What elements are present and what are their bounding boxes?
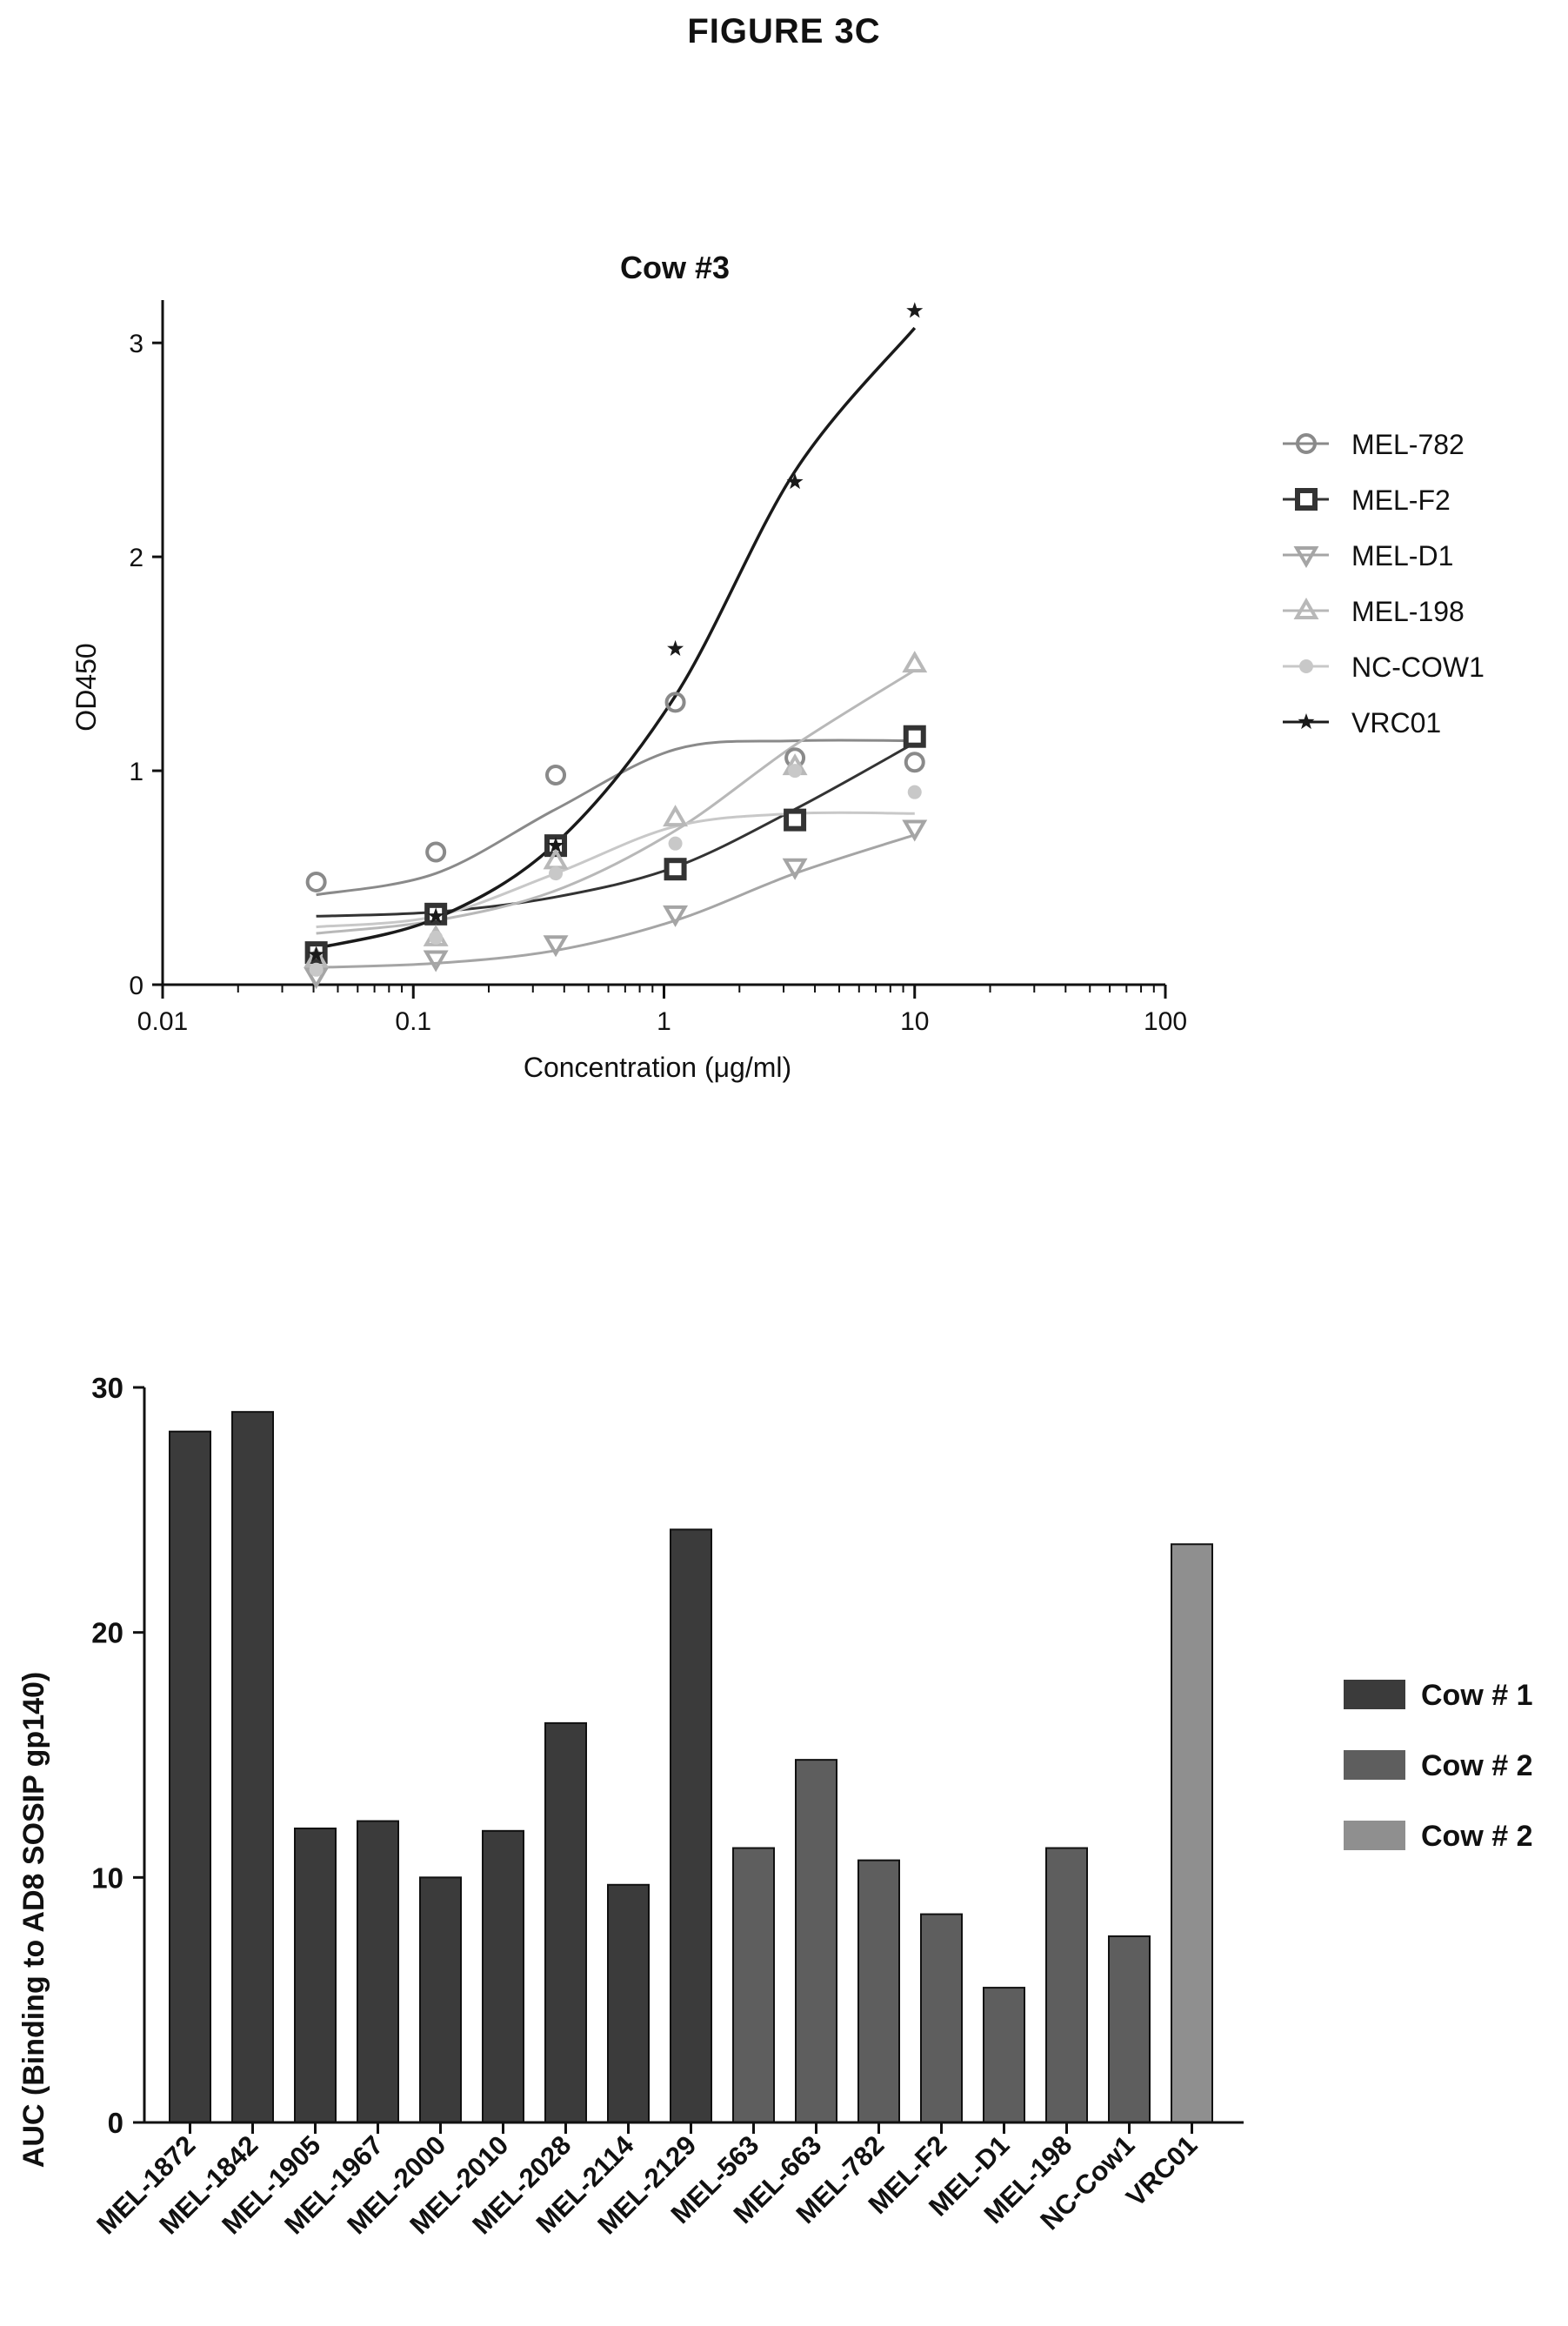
legend-marker-mel-d1 [1293,546,1319,568]
x-tick-label: 1 [657,1007,671,1036]
y-tick-label: 0 [129,972,143,1000]
point-mel-782 [425,841,447,863]
y-tick-label: 20 [91,1617,123,1649]
legend-label-mel-f2: MEL-F2 [1351,485,1451,516]
bar-mel-2000 [419,1876,462,2123]
point-vrc01 [786,473,804,490]
point-mel-782 [664,692,686,713]
point-vrc01 [906,302,924,318]
x-tick-label: 100 [1144,1007,1187,1036]
bar-chart: 0102030MEL-1872MEL-1842MEL-1905MEL-1967M… [17,1372,1532,2240]
legend-label-mel-198: MEL-198 [1351,596,1465,627]
line-chart: Cow #3 0 1 2 3 0.01 0.1 1 10 100 Concentration (… [70,250,1485,1083]
point-mel-d1 [902,819,928,842]
bar-mel-563 [732,1847,775,2123]
legend-marker-mel-198 [1293,598,1319,619]
line-chart-y-axis-label: OD450 [70,643,102,731]
x-tick-label: 0.1 [395,1007,431,1036]
point-mel-f2 [903,725,926,748]
y-tick-label: 0 [108,2107,123,2139]
bar-mel-2129 [670,1528,712,2124]
legend-label-mel-782: MEL-782 [1351,429,1465,460]
fit-curve-mel-198 [316,669,916,935]
bar-mel-1872 [169,1430,211,2123]
bar-mel-1842 [231,1411,274,2123]
point-mel-782 [545,764,567,785]
legend-swatch [1344,1680,1405,1709]
line-chart-curves [316,326,917,969]
y-tick-label: 3 [129,330,143,358]
fit-curve-mel-f2 [316,741,916,918]
point-nc-cow1 [788,764,803,779]
legend-marker-nc-cow1 [1299,659,1313,673]
fit-curve-mel-d1 [316,833,916,969]
bar-mel-f2 [920,1913,963,2123]
bar-mel-198 [1045,1847,1088,2123]
bar-mel-1905 [294,1828,337,2123]
figure-title: FIGURE 3C [687,12,881,50]
bar-chart-bars [169,1411,1213,2124]
bar-mel-782 [857,1859,900,2123]
legend-label-vrc01: VRC01 [1351,707,1441,739]
fit-curve-mel-782 [316,739,915,897]
point-nc-cow1 [309,962,324,977]
line-chart-title: Cow #3 [620,250,730,285]
bar-mel-d1 [983,1987,1025,2123]
point-nc-cow1 [549,866,564,881]
bar-mel-2114 [607,1883,650,2123]
y-tick-label: 1 [129,758,143,786]
x-tick-label: 10 [900,1007,929,1036]
x-tick-label: 0.01 [137,1007,188,1036]
bar-nc-cow1 [1108,1935,1151,2124]
point-mel-f2 [784,808,807,832]
legend-label: Cow # 2 [1421,1749,1532,1782]
point-mel-782 [904,752,925,773]
bar-vrc01 [1171,1543,1213,2123]
y-tick-label: 30 [91,1372,123,1404]
legend-swatch [1344,1821,1405,1850]
legend-marker-vrc01 [1298,713,1315,730]
y-tick-label: 10 [91,1861,123,1894]
point-mel-198 [902,651,928,673]
y-tick-label: 2 [129,544,143,572]
point-vrc01 [308,946,325,962]
point-mel-d1 [423,950,449,973]
legend-marker-mel-782 [1296,433,1317,454]
point-mel-782 [305,871,327,892]
point-nc-cow1 [907,785,922,799]
line-chart-x-axis-label: Concentration (μg/ml) [524,1052,791,1083]
point-mel-d1 [663,905,689,927]
bar-chart-y-axis-label: AUC (Binding to AD8 SOSIP gp140) [17,1672,50,2168]
bar-mel-2028 [544,1721,587,2124]
point-mel-d1 [782,858,808,880]
legend-label: Cow # 1 [1421,1679,1532,1712]
bar-mel-1967 [357,1820,399,2123]
bar-chart-legend: Cow # 1 Cow # 2 Cow # 2 [1344,1679,1532,1853]
point-vrc01 [427,907,444,924]
point-vrc01 [547,837,564,853]
point-vrc01 [667,639,684,656]
line-chart-points [304,302,928,990]
point-mel-f2 [664,858,687,881]
legend-label-nc-cow1: NC-COW1 [1351,652,1485,683]
point-nc-cow1 [429,930,444,945]
line-chart-legend: MEL-782 MEL-F2 MEL-D1 MEL-198 NC-COW1 VRC01 [1283,429,1485,739]
legend-label-mel-d1: MEL-D1 [1351,540,1453,571]
point-nc-cow1 [668,836,683,851]
bar-mel-663 [795,1759,837,2124]
point-mel-198 [663,805,689,827]
fit-curve-vrc01 [316,326,917,950]
x-tick-label: VRC01 [1120,2129,1203,2212]
legend-label: Cow # 2 [1421,1820,1532,1853]
legend-swatch [1344,1750,1405,1780]
line-chart-axes: 0 1 2 3 0.01 0.1 1 10 100 [129,300,1187,1036]
legend-marker-mel-f2 [1295,488,1318,511]
bar-mel-2010 [482,1829,524,2123]
point-mel-d1 [543,935,569,958]
fit-curve-nc-cow1 [316,811,915,929]
